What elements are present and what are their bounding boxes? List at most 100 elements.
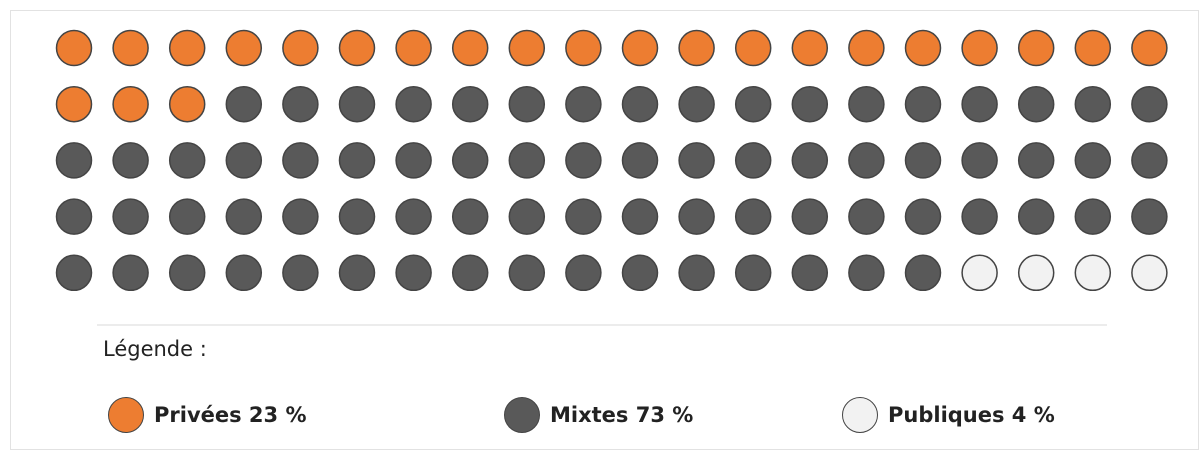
waffle-dot-privees <box>338 29 376 67</box>
waffle-dot-publiques <box>1017 254 1055 292</box>
waffle-dot-mixtes <box>55 142 93 179</box>
waffle-dot-mixtes <box>225 142 263 179</box>
waffle-dot-mixtes <box>282 85 319 123</box>
waffle-dot-mixtes <box>168 142 206 179</box>
waffle-dot-privees <box>55 29 93 67</box>
waffle-dot-mixtes <box>508 85 546 123</box>
waffle-dot-mixtes <box>225 85 263 123</box>
waffle-dot-mixtes <box>55 198 93 235</box>
waffle-dot-mixtes <box>848 254 885 292</box>
waffle-dot-privees <box>112 85 149 123</box>
waffle-dot-publiques <box>1131 254 1168 292</box>
waffle-dot-mixtes <box>395 142 432 179</box>
waffle-dot-mixtes <box>848 142 885 179</box>
waffle-dot-mixtes <box>848 198 885 235</box>
waffle-dot-mixtes <box>621 198 659 235</box>
waffle-dot-mixtes <box>1131 142 1168 179</box>
waffle-dot-mixtes <box>1074 85 1112 123</box>
waffle-dot-mixtes <box>282 198 319 235</box>
waffle-chart <box>55 29 1168 326</box>
waffle-dot-mixtes <box>1017 142 1055 179</box>
waffle-dot-privees <box>55 85 93 123</box>
waffle-dot-mixtes <box>451 198 489 235</box>
waffle-dot-mixtes <box>112 198 149 235</box>
waffle-dot-mixtes <box>565 198 602 235</box>
waffle-dot-mixtes <box>678 85 715 123</box>
legend-item-publiques: Publiques 4 % <box>842 397 1055 433</box>
waffle-dot-mixtes <box>112 142 149 179</box>
waffle-dot-mixtes <box>678 254 715 292</box>
waffle-dot-mixtes <box>961 142 998 179</box>
waffle-dot-mixtes <box>112 254 149 292</box>
waffle-dot-mixtes <box>621 142 659 179</box>
waffle-dot-privees <box>168 85 206 123</box>
waffle-dot-mixtes <box>734 254 772 292</box>
waffle-dot-mixtes <box>1131 198 1168 235</box>
waffle-dot-privees <box>621 29 659 67</box>
waffle-dot-privees <box>112 29 149 67</box>
waffle-dot-mixtes <box>395 198 432 235</box>
waffle-dot-privees <box>168 29 206 67</box>
waffle-dot-mixtes <box>791 198 829 235</box>
waffle-dot-privees <box>395 29 432 67</box>
legend-title: Légende : <box>103 337 207 361</box>
waffle-dot-mixtes <box>1074 198 1112 235</box>
legend-item-privees: Privées 23 % <box>108 397 307 433</box>
waffle-dot-mixtes <box>225 254 263 292</box>
waffle-dot-mixtes <box>961 198 998 235</box>
legend-label-privees: Privées 23 % <box>154 403 307 427</box>
legend-swatch-mixtes <box>504 397 540 433</box>
waffle-dot-mixtes <box>791 142 829 179</box>
waffle-dot-mixtes <box>451 142 489 179</box>
waffle-dot-mixtes <box>791 85 829 123</box>
waffle-dot-mixtes <box>395 85 432 123</box>
waffle-dot-mixtes <box>904 254 942 292</box>
waffle-dot-mixtes <box>282 254 319 292</box>
waffle-dot-mixtes <box>565 254 602 292</box>
waffle-dot-mixtes <box>1074 142 1112 179</box>
waffle-dot-privees <box>848 29 885 67</box>
waffle-dot-mixtes <box>168 254 206 292</box>
waffle-dot-privees <box>565 29 602 67</box>
waffle-dot-mixtes <box>791 254 829 292</box>
waffle-dot-mixtes <box>678 198 715 235</box>
waffle-dot-publiques <box>961 254 998 292</box>
waffle-dot-mixtes <box>621 85 659 123</box>
waffle-dot-mixtes <box>451 85 489 123</box>
waffle-dot-mixtes <box>451 254 489 292</box>
waffle-dot-publiques <box>1074 254 1112 292</box>
legend-swatch-privees <box>108 397 144 433</box>
waffle-dot-privees <box>1131 29 1168 67</box>
waffle-dot-mixtes <box>621 254 659 292</box>
waffle-dot-privees <box>1017 29 1055 67</box>
legend-label-mixtes: Mixtes 73 % <box>550 403 694 427</box>
waffle-dot-mixtes <box>734 142 772 179</box>
waffle-dot-mixtes <box>282 142 319 179</box>
legend-item-mixtes: Mixtes 73 % <box>504 397 693 433</box>
waffle-dot-privees <box>1074 29 1112 67</box>
waffle-dot-mixtes <box>508 198 546 235</box>
waffle-dot-mixtes <box>904 142 942 179</box>
waffle-dot-privees <box>508 29 546 67</box>
waffle-dot-privees <box>282 29 319 67</box>
legend-label-publiques: Publiques 4 % <box>888 403 1055 427</box>
waffle-dot-mixtes <box>338 142 376 179</box>
waffle-dot-privees <box>904 29 942 67</box>
waffle-dot-mixtes <box>395 254 432 292</box>
waffle-dot-mixtes <box>565 142 602 179</box>
waffle-dot-mixtes <box>1131 85 1168 123</box>
waffle-dot-privees <box>791 29 829 67</box>
waffle-dot-privees <box>961 29 998 67</box>
waffle-dot-mixtes <box>734 85 772 123</box>
waffle-dot-mixtes <box>904 198 942 235</box>
waffle-dot-mixtes <box>338 198 376 235</box>
waffle-dots <box>55 29 1168 292</box>
waffle-dot-mixtes <box>168 198 206 235</box>
waffle-dot-privees <box>678 29 715 67</box>
waffle-dot-mixtes <box>508 142 546 179</box>
waffle-dot-mixtes <box>848 85 885 123</box>
waffle-dot-mixtes <box>961 85 998 123</box>
waffle-dot-mixtes <box>565 85 602 123</box>
waffle-dot-mixtes <box>508 254 546 292</box>
waffle-dot-mixtes <box>55 254 93 292</box>
